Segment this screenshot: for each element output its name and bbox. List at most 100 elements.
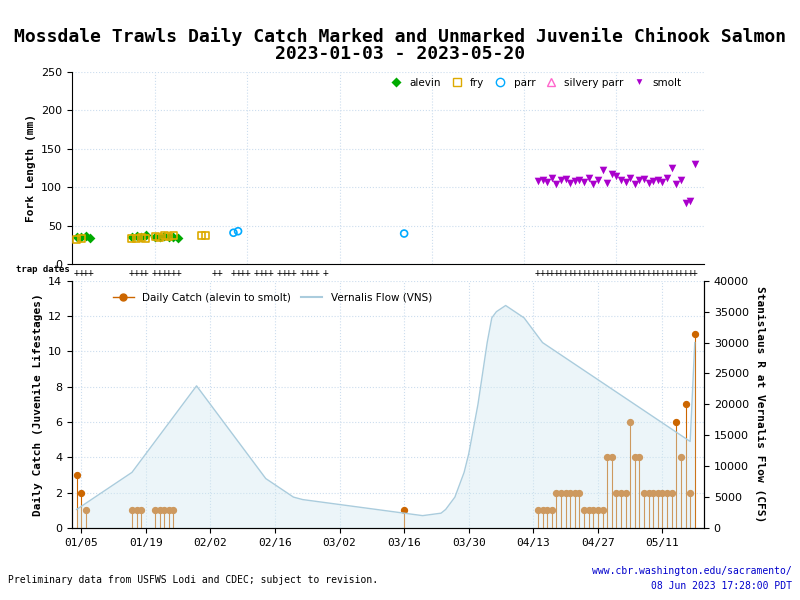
Text: +: + xyxy=(627,268,633,278)
Point xyxy=(536,175,549,184)
Point xyxy=(554,176,567,185)
Point xyxy=(619,177,632,187)
Legend: alevin, fry, parr, silvery parr, smolt: alevin, fry, parr, silvery parr, smolt xyxy=(382,73,686,92)
Text: +: + xyxy=(535,268,541,278)
Text: +: + xyxy=(282,268,287,278)
Point xyxy=(559,174,572,184)
Point xyxy=(666,488,678,497)
Text: Mossdale Trawls Daily Catch Marked and Unmarked Juvenile Chinook Salmon: Mossdale Trawls Daily Catch Marked and U… xyxy=(14,27,786,46)
Point xyxy=(610,488,622,497)
Point xyxy=(587,506,600,515)
Point xyxy=(564,178,577,188)
Text: +: + xyxy=(581,268,587,278)
Text: +: + xyxy=(590,268,596,278)
Point xyxy=(541,506,554,515)
Text: +: + xyxy=(558,268,564,278)
Point xyxy=(656,488,669,497)
Text: +: + xyxy=(567,268,573,278)
Point xyxy=(546,506,558,515)
Point xyxy=(578,177,590,187)
Text: +: + xyxy=(258,268,264,278)
Point xyxy=(134,232,147,241)
Point xyxy=(154,233,166,242)
Point xyxy=(569,488,582,497)
Point xyxy=(619,488,632,497)
Point xyxy=(679,198,692,208)
Text: +: + xyxy=(540,268,546,278)
Text: +: + xyxy=(134,268,139,278)
Point xyxy=(167,230,180,240)
Text: trap dates: trap dates xyxy=(16,265,70,274)
Text: +: + xyxy=(143,268,149,278)
Point xyxy=(633,452,646,462)
Text: 2023-01-03 - 2023-05-20: 2023-01-03 - 2023-05-20 xyxy=(275,45,525,63)
Point xyxy=(139,233,152,243)
Point xyxy=(601,452,614,462)
Point xyxy=(130,506,143,515)
Point xyxy=(688,329,701,338)
Point xyxy=(629,452,642,462)
Text: +: + xyxy=(674,268,679,278)
Legend: Daily Catch (alevin to smolt), Vernalis Flow (VNS): Daily Catch (alevin to smolt), Vernalis … xyxy=(109,289,436,307)
Text: +: + xyxy=(549,268,554,278)
Point xyxy=(194,231,207,241)
Point xyxy=(398,229,410,238)
Point xyxy=(158,231,170,241)
Point xyxy=(70,235,83,244)
Point xyxy=(70,232,83,241)
Point xyxy=(573,175,586,184)
Point xyxy=(684,488,697,497)
Text: +: + xyxy=(622,268,629,278)
Text: +: + xyxy=(641,268,647,278)
Point xyxy=(158,506,170,515)
Text: +: + xyxy=(572,268,578,278)
Point xyxy=(624,417,637,427)
Point xyxy=(614,488,627,497)
Point xyxy=(172,233,185,243)
Point xyxy=(606,169,618,178)
Point xyxy=(232,226,245,236)
Text: +: + xyxy=(599,268,606,278)
Text: +: + xyxy=(138,268,144,278)
Point xyxy=(578,506,590,515)
Point xyxy=(582,506,595,515)
Text: +: + xyxy=(637,268,642,278)
Point xyxy=(154,233,166,242)
Point xyxy=(674,452,687,462)
Point xyxy=(139,230,152,240)
Text: +: + xyxy=(669,268,674,278)
Point xyxy=(573,488,586,497)
Point xyxy=(149,232,162,241)
Text: +: + xyxy=(244,268,250,278)
Point xyxy=(167,233,180,242)
Point xyxy=(647,488,660,497)
Text: +: + xyxy=(562,268,569,278)
Text: +: + xyxy=(217,268,222,278)
Point xyxy=(624,173,637,183)
Text: +: + xyxy=(577,268,582,278)
Point xyxy=(154,506,166,515)
Point xyxy=(134,506,147,515)
Point xyxy=(661,173,674,183)
Y-axis label: Daily Catch (Juvenile Lifestages): Daily Catch (Juvenile Lifestages) xyxy=(33,293,42,516)
Point xyxy=(638,174,650,184)
Point xyxy=(79,231,92,241)
Text: +: + xyxy=(659,268,666,278)
Point xyxy=(550,179,562,188)
Text: +: + xyxy=(212,268,218,278)
Text: +: + xyxy=(83,268,89,278)
Text: +: + xyxy=(682,268,689,278)
Point xyxy=(596,506,609,515)
Text: +: + xyxy=(87,268,94,278)
Text: +: + xyxy=(74,268,79,278)
Point xyxy=(670,417,682,427)
Text: +: + xyxy=(240,268,246,278)
Point xyxy=(79,506,92,515)
Point xyxy=(679,400,692,409)
Point xyxy=(569,176,582,186)
Point xyxy=(126,233,138,243)
Point xyxy=(651,488,664,497)
Point xyxy=(642,178,655,188)
Point xyxy=(61,112,74,121)
Point xyxy=(70,470,83,480)
